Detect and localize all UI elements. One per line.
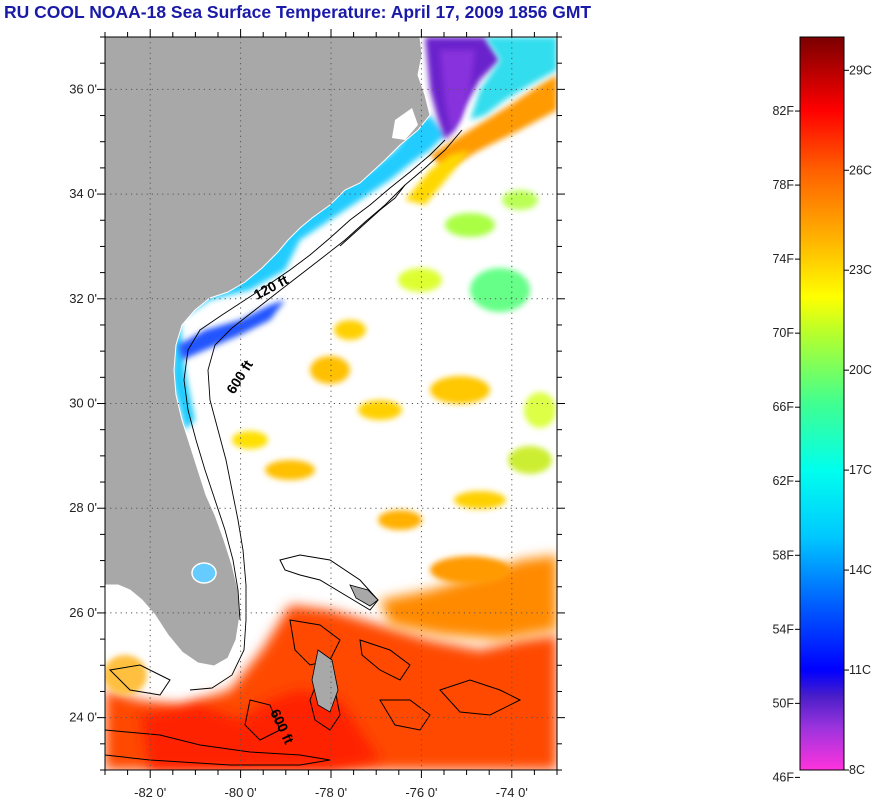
page-title: RU COOL NOAA-18 Sea Surface Temperature:… <box>4 2 592 22</box>
colorbar-c-label: 8C <box>849 763 865 777</box>
lon-tick-label: -78 0' <box>315 785 347 800</box>
colorbar-c-label: 29C <box>849 63 872 77</box>
lat-tick-label: 28 0' <box>69 500 97 515</box>
land-andros <box>311 649 339 713</box>
colorbar-f-label: 70F <box>772 326 794 340</box>
contour-120ft <box>183 139 446 621</box>
sst-coastal-blue-strip <box>178 300 285 360</box>
colorbar-f-label: 50F <box>772 696 794 710</box>
axis-labels: 36 0' 34 0' 32 0' 30 0' 28 0' 26 0' 24 0' -82 0… <box>69 81 528 800</box>
bahamas-outlines <box>105 554 522 766</box>
lat-tick-label: 36 0' <box>69 81 97 96</box>
colorbar-f-label: 66F <box>772 400 794 414</box>
colorbar-f-label: 74F <box>772 252 794 266</box>
colorbar-fahrenheit-labels: 82F 78F 74F 70F 66F 62F 58F 54F 50F 46F <box>772 104 794 784</box>
colorbar-f-label: 62F <box>772 474 794 488</box>
lat-tick-label: 34 0' <box>69 186 97 201</box>
contour-600ft <box>189 129 463 691</box>
lon-tick-label: -76 0' <box>405 785 437 800</box>
colorbar <box>799 36 845 771</box>
axis-ticks <box>97 29 565 778</box>
sst-bahamas-red-patch <box>140 690 380 770</box>
colorbar-celsius-labels: 29C 26C 23C 20C 17C 14C 11C 8C <box>849 63 872 777</box>
land-southeast-us <box>105 37 431 667</box>
sst-orange-band-east <box>380 555 557 640</box>
lat-tick-label: 26 0' <box>69 605 97 620</box>
pamlico-sound <box>392 108 418 140</box>
lat-tick-label: 32 0' <box>69 291 97 306</box>
colorbar-f-label: 58F <box>772 548 794 562</box>
lon-tick-label: -82 0' <box>134 785 166 800</box>
colorbar-f-label: 46F <box>772 770 794 784</box>
sst-scattered-patches <box>105 190 556 695</box>
colorbar-f-label: 78F <box>772 178 794 192</box>
lon-tick-label: -74 0' <box>496 785 528 800</box>
colorbar-c-label: 23C <box>849 263 872 277</box>
colorbar-c-label: 14C <box>849 563 872 577</box>
lat-tick-label: 30 0' <box>69 396 97 411</box>
colorbar-f-label: 82F <box>772 104 794 118</box>
depth-contours <box>183 129 463 691</box>
land-grand-bahama <box>349 584 379 607</box>
sst-field <box>105 37 557 770</box>
lon-tick-label: -80 0' <box>225 785 257 800</box>
colorbar-c-label: 26C <box>849 163 872 177</box>
sst-gulfstream-edge <box>430 75 557 170</box>
colorbar-c-label: 20C <box>849 363 872 377</box>
lake-okeechobee <box>191 562 217 584</box>
colorbar-c-label: 17C <box>849 463 872 477</box>
sst-cyan-north <box>470 37 557 120</box>
sst-gulfstream-yellow <box>405 150 470 205</box>
lat-tick-label: 24 0' <box>69 710 97 725</box>
colorbar-f-label: 54F <box>772 622 794 636</box>
sst-coastal-cool-band <box>172 115 445 430</box>
colorbar-ticks <box>795 69 849 778</box>
sst-cold-violet-core <box>440 50 475 130</box>
colorbar-c-label: 11C <box>849 663 871 677</box>
land-florida-tip <box>105 455 140 530</box>
